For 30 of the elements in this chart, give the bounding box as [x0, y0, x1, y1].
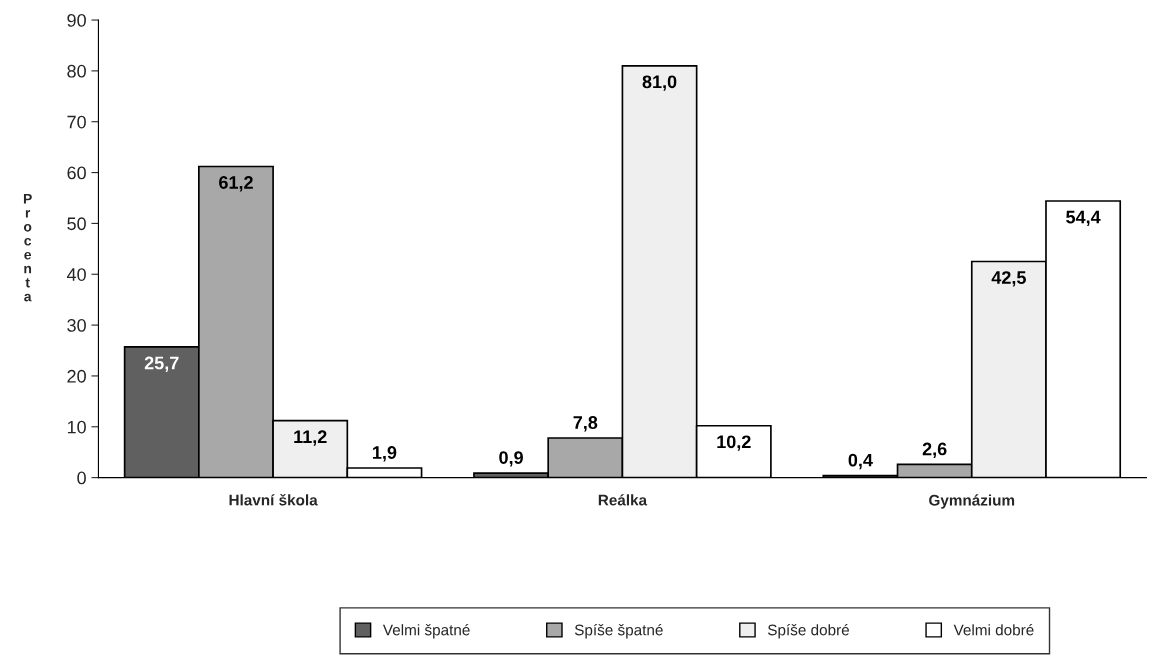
data-label: 0,4 — [848, 453, 873, 470]
y-tick-label: 0 — [77, 471, 86, 485]
data-label: 10,2 — [717, 435, 751, 451]
x-tick-label: Gymnázium — [929, 494, 1015, 509]
data-label: 25,7 — [144, 356, 179, 372]
y-tick-label: 50 — [67, 217, 86, 231]
data-label: 7,8 — [573, 416, 598, 432]
y-tick-label: 10 — [67, 420, 86, 434]
data-label: 54,4 — [1066, 210, 1101, 227]
y-tick-label: 30 — [67, 319, 86, 332]
x-tick-label: Reálka — [598, 494, 648, 506]
data-label: 42,5 — [991, 271, 1026, 287]
data-label: 81,0 — [642, 75, 677, 91]
x-tick-label: Hlavní škola — [229, 493, 318, 506]
y-tick-label: 80 — [67, 64, 86, 78]
legend-label: Spíše dobré — [767, 623, 849, 639]
legend-label: Spíše špatné — [574, 623, 663, 639]
data-label: 61,2 — [219, 176, 253, 192]
y-tick-label: 20 — [67, 369, 86, 383]
data-label: 11,2 — [294, 430, 327, 446]
y-axis-title: Procenta — [23, 194, 32, 302]
y-tick-label: 60 — [67, 166, 86, 180]
y-tick-label: 90 — [67, 13, 86, 27]
data-label: 0,9 — [499, 451, 523, 467]
data-label: 1,9 — [373, 446, 397, 462]
y-tick-label: 70 — [67, 115, 86, 129]
data-label: 2,6 — [922, 442, 947, 458]
legend-label: Velmi špatné — [382, 623, 470, 639]
y-tick-label: 40 — [66, 268, 86, 281]
legend-label: Velmi dobré — [953, 623, 1034, 636]
